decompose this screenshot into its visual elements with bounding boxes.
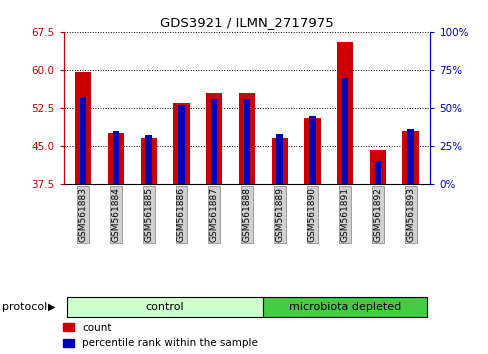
Bar bbox=[369, 150, 386, 184]
Bar bbox=[341, 78, 348, 184]
Bar bbox=[178, 105, 184, 184]
Bar bbox=[173, 103, 189, 184]
Bar bbox=[276, 134, 283, 184]
Bar bbox=[271, 138, 287, 184]
Legend: count, percentile rank within the sample: count, percentile rank within the sample bbox=[59, 319, 262, 352]
Bar bbox=[80, 97, 86, 184]
Text: protocol: protocol bbox=[2, 302, 48, 312]
Bar bbox=[140, 138, 157, 184]
Bar bbox=[374, 161, 381, 184]
Bar bbox=[107, 133, 124, 184]
Bar bbox=[75, 73, 91, 184]
Bar bbox=[238, 93, 255, 184]
Text: microbiota depleted: microbiota depleted bbox=[288, 302, 401, 312]
Bar bbox=[336, 42, 353, 184]
Bar bbox=[67, 297, 263, 318]
Bar bbox=[263, 297, 426, 318]
Bar bbox=[402, 131, 418, 184]
Bar bbox=[112, 131, 119, 184]
Bar bbox=[304, 118, 320, 184]
Bar bbox=[205, 93, 222, 184]
Title: GDS3921 / ILMN_2717975: GDS3921 / ILMN_2717975 bbox=[160, 16, 333, 29]
Text: ▶: ▶ bbox=[47, 302, 55, 312]
Bar bbox=[210, 99, 217, 184]
Bar bbox=[308, 115, 315, 184]
Text: control: control bbox=[145, 302, 184, 312]
Bar bbox=[243, 99, 250, 184]
Bar bbox=[407, 129, 413, 184]
Bar bbox=[145, 135, 152, 184]
